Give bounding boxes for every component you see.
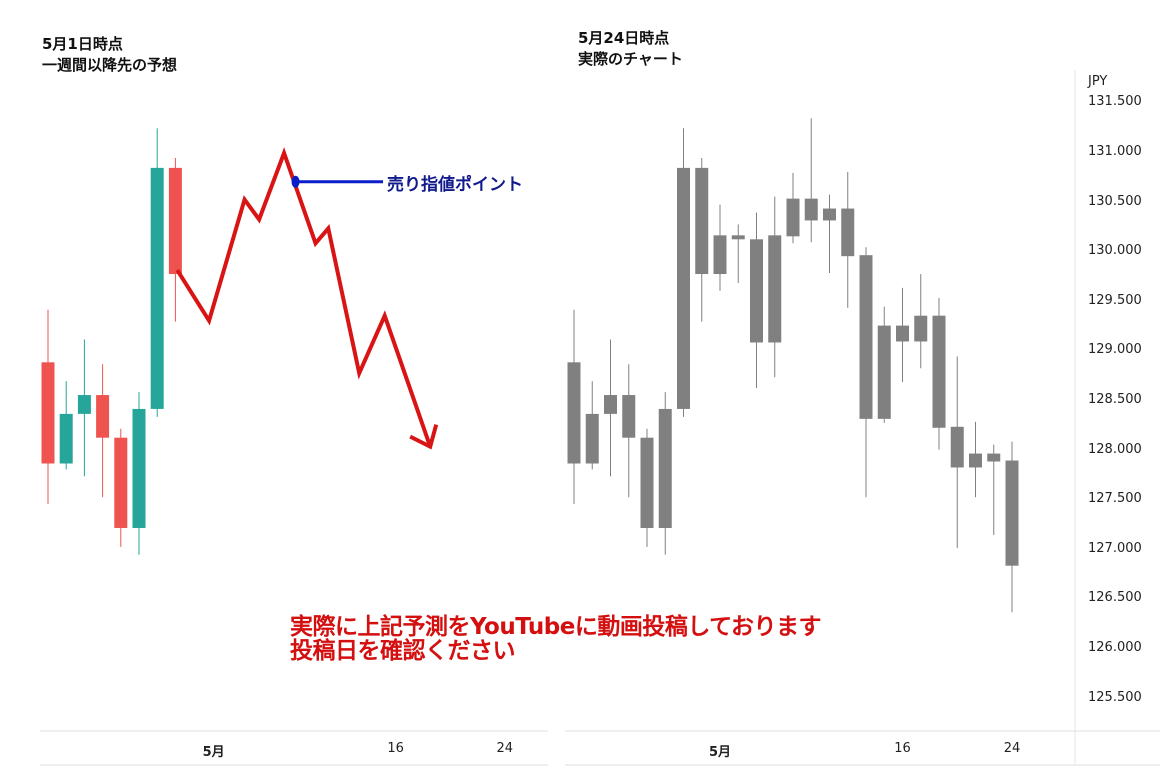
time-tick-label: 24	[1003, 741, 1021, 756]
price-tick-label: 127.500	[1088, 491, 1142, 507]
left-title-line2: 一週間以降先の予想	[42, 56, 178, 74]
right-title-line2: 実際のチャート	[578, 50, 683, 68]
right-candle	[841, 208, 855, 257]
right-candle	[969, 453, 982, 468]
right-candle	[896, 325, 909, 342]
right-candle	[567, 362, 581, 464]
left-candle	[132, 408, 146, 528]
left-candle	[41, 362, 55, 464]
right-candle	[585, 413, 599, 464]
left-candle	[59, 413, 73, 464]
price-tick-label: 126.500	[1088, 590, 1142, 606]
left-candle	[150, 167, 164, 409]
price-tick-label: 129.500	[1088, 292, 1142, 308]
right-candle	[622, 395, 636, 438]
right-candle	[804, 198, 818, 221]
price-tick-label: 125.500	[1088, 689, 1142, 705]
left-title-line1: 5月1日時点	[42, 35, 123, 53]
right-candle	[932, 315, 946, 428]
right-chart-title: 5月24日時点 実際のチャート	[578, 28, 683, 70]
price-tick-label: 131.500	[1088, 94, 1142, 110]
left-candle	[168, 167, 182, 275]
price-tick-label: 127.000	[1088, 540, 1142, 556]
time-tick-label: 16	[894, 741, 911, 756]
annotation-text: 実際に上記予測をYouTubeに動画投稿しております 投稿日を確認ください	[290, 615, 821, 663]
left-candle	[114, 437, 128, 528]
price-tick-label: 126.000	[1088, 640, 1142, 655]
right-candle	[987, 453, 1001, 462]
right-candle	[768, 235, 782, 343]
right-candle	[859, 255, 873, 419]
right-candle	[640, 437, 654, 528]
right-candle	[950, 426, 964, 468]
prediction-line	[175, 147, 433, 448]
right-candle	[695, 167, 709, 275]
time-tick-label: 5月	[202, 745, 225, 760]
right-candle	[877, 325, 891, 419]
left-candle	[96, 395, 110, 438]
price-tick-label: 129.000	[1088, 342, 1142, 358]
price-tick-label: 128.000	[1088, 441, 1142, 457]
time-tick-label: 16	[387, 741, 404, 756]
price-tick-label: 130.500	[1088, 193, 1142, 209]
left-chart-title: 5月1日時点 一週間以降先の予想	[42, 34, 177, 76]
annotation-line2: 投稿日を確認ください	[290, 638, 515, 664]
right-candle	[750, 239, 763, 343]
right-candle	[914, 315, 928, 342]
right-candle	[604, 395, 617, 414]
right-candle	[823, 208, 836, 221]
prediction-arrowhead	[409, 424, 439, 450]
left-candle	[77, 395, 91, 414]
price-tick-label: 131.000	[1088, 144, 1142, 159]
price-tick-label: 128.500	[1088, 392, 1142, 407]
right-candle	[1005, 460, 1019, 566]
time-tick-label: 24	[496, 741, 514, 756]
right-candle	[786, 198, 800, 237]
time-tick-label: 5月	[708, 745, 732, 760]
sell-point-dot	[291, 175, 300, 188]
sell-point-label: 売り指値ポイント	[387, 175, 523, 195]
y-axis-unit: JPY	[1088, 74, 1108, 89]
annotation-line1: 実際に上記予測をYouTubeに動画投稿しております	[290, 614, 821, 640]
right-candle	[731, 235, 745, 240]
right-title-line1: 5月24日時点	[578, 29, 670, 47]
right-candle	[658, 408, 672, 528]
right-candle	[677, 167, 690, 409]
price-tick-label: 130.000	[1088, 243, 1142, 259]
right-candle	[713, 235, 727, 275]
